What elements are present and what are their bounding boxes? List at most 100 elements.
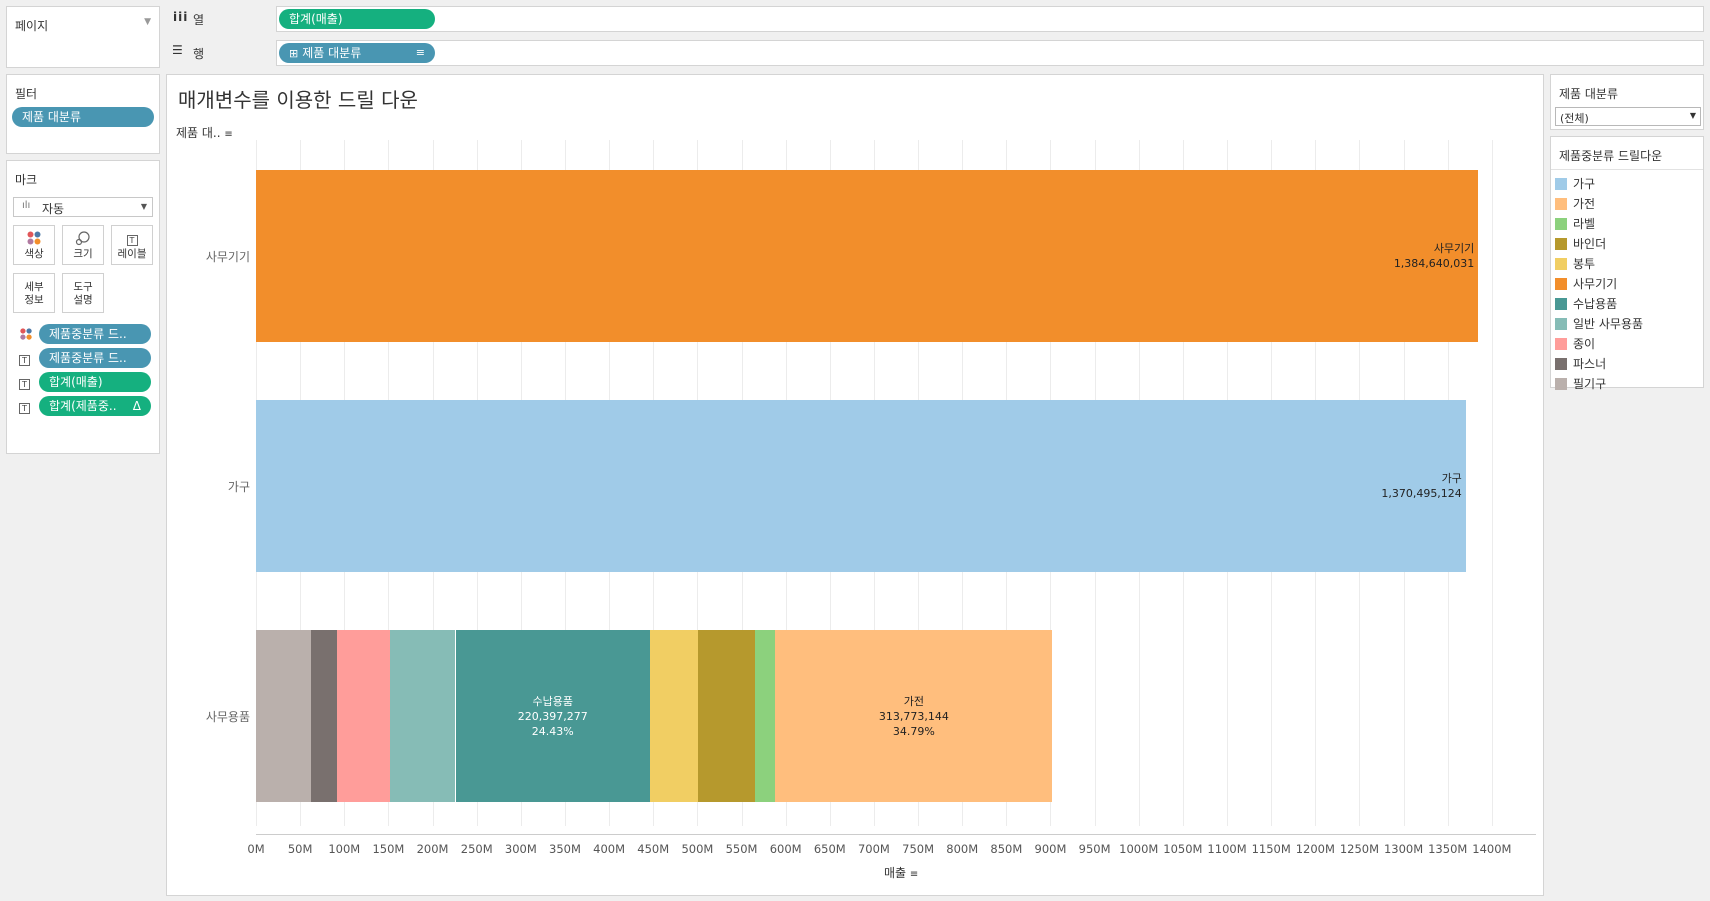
tooltip-button-label-1: 도구	[73, 281, 93, 293]
bar-segment[interactable]	[755, 630, 776, 802]
x-tick-label: 700M	[857, 842, 890, 856]
marks-field-label: 제품중분류 드..	[49, 351, 127, 365]
legend-item[interactable]: 가전	[1555, 195, 1695, 213]
bar-segment[interactable]	[775, 630, 1053, 802]
chevron-down-icon[interactable]: ▼	[140, 202, 147, 211]
marks-field-label-subcategory[interactable]: 제품중분류 드..	[39, 348, 151, 368]
bar-data-label-line: 313,773,144	[878, 709, 949, 723]
bar-segment[interactable]	[256, 400, 1466, 572]
x-tick-label: 500M	[681, 842, 714, 856]
x-tick-label: 600M	[769, 842, 802, 856]
sort-icon[interactable]: ≡	[909, 869, 919, 880]
category-label[interactable]: 사무기기	[205, 250, 250, 264]
size-button-label: 크기	[73, 248, 93, 260]
chevron-down-icon[interactable]: ▼	[1689, 111, 1696, 120]
legend-label: 라벨	[1573, 217, 1596, 231]
filter-pill-label: 제품 대분류	[22, 110, 82, 124]
x-tick-label: 400M	[593, 842, 626, 856]
chevron-down-icon[interactable]: ▼	[144, 17, 151, 27]
bar-segment[interactable]	[256, 170, 1479, 342]
x-tick-label: 100M	[328, 842, 361, 856]
legend-item[interactable]: 필기구	[1555, 375, 1695, 393]
marks-field-color[interactable]: 제품중분류 드..	[39, 324, 151, 344]
color-button[interactable]: 색상	[13, 225, 55, 265]
rows-pill-product-category[interactable]: ⊞ 제품 대분류 ≡	[279, 43, 435, 63]
marks-field-sales-sum[interactable]: 합계(매출)	[39, 372, 151, 392]
bar-segment[interactable]	[697, 630, 756, 802]
delta-icon: Δ	[132, 399, 141, 413]
x-tick-label: 550M	[725, 842, 758, 856]
detail-button[interactable]: 세부 정보	[13, 273, 55, 313]
bar-data-label-line: 1,370,495,124	[1381, 487, 1462, 500]
x-tick-label: 800M	[946, 842, 979, 856]
columns-pill-sales-sum[interactable]: 합계(매출)	[279, 9, 435, 29]
category-label[interactable]: 사무용품	[205, 710, 250, 724]
x-tick-label: 50M	[287, 842, 313, 856]
bar-segment[interactable]	[390, 630, 456, 802]
legend-item[interactable]: 수납용품	[1555, 295, 1695, 313]
rows-shelf[interactable]: ⊞ 제품 대분류 ≡	[276, 40, 1704, 66]
x-tick-label: 450M	[637, 842, 670, 856]
mark-type-dropdown[interactable]: ılı 자동 ▼	[13, 197, 153, 217]
legend-swatch	[1555, 318, 1567, 330]
legend-item[interactable]: 사무기기	[1555, 275, 1695, 293]
row-header-label: 제품 대..	[176, 126, 221, 140]
bar-segment[interactable]	[256, 630, 311, 802]
legend-item[interactable]: 종이	[1555, 335, 1695, 353]
legend-swatch	[1555, 258, 1567, 270]
size-button[interactable]: 크기	[62, 225, 104, 265]
sort-icon[interactable]: ≡	[224, 129, 233, 140]
legend-item[interactable]: 가구	[1555, 175, 1695, 193]
marks-field-label: 제품중분류 드..	[49, 327, 127, 341]
legend-item[interactable]: 일반 사무용품	[1555, 315, 1695, 333]
x-tick-label: 1000M	[1119, 842, 1159, 856]
x-tick-label: 0M	[247, 842, 265, 856]
pages-card-title: 페이지	[15, 19, 49, 33]
legend-label: 수납용품	[1573, 297, 1618, 311]
tooltip-button[interactable]: 도구 설명	[62, 273, 104, 313]
bar-data-label: 사무기기 1,384,640,031	[1358, 241, 1474, 271]
sort-icon[interactable]: ≡	[415, 46, 425, 59]
marks-card-title: 마크	[15, 173, 38, 187]
legend-label: 종이	[1573, 337, 1596, 351]
columns-shelf[interactable]: 합계(매출)	[276, 6, 1704, 32]
legend-title: 제품중분류 드릴다운	[1559, 149, 1663, 163]
x-axis-title[interactable]: 매출 ≡	[884, 864, 918, 881]
bar-data-label-line: 수납용품	[532, 694, 574, 708]
legend-item[interactable]: 바인더	[1555, 235, 1695, 253]
bar-data-label-line: 34.79%	[892, 724, 935, 738]
legend-swatch	[1555, 298, 1567, 310]
bar-data-label-line: 1,384,640,031	[1393, 257, 1475, 270]
marks-field-label: 합계(제품중..	[49, 399, 117, 413]
x-tick-label: 1350M	[1428, 842, 1468, 856]
parameter-card: 제품 대분류 (전체) ▼	[1550, 74, 1704, 130]
legend-item[interactable]: 라벨	[1555, 215, 1695, 233]
columns-shelf-icon: iii	[173, 10, 189, 24]
marks-field-label: 합계(매출)	[49, 375, 103, 389]
legend-label: 가전	[1573, 197, 1596, 211]
pages-card[interactable]: 페이지 ▼	[6, 6, 160, 68]
legend-swatch	[1555, 278, 1567, 290]
marks-field-subcategory-sum[interactable]: 합계(제품중.. Δ	[39, 396, 151, 416]
label-text-icon: T	[19, 376, 30, 390]
legend-item[interactable]: 봉투	[1555, 255, 1695, 273]
bar-segment[interactable]	[650, 630, 698, 802]
filter-pill-product-category[interactable]: 제품 대분류	[12, 107, 154, 127]
rows-pill-label: 제품 대분류	[302, 46, 362, 60]
row-header[interactable]: 제품 대.. ≡	[176, 124, 233, 141]
legend-label: 봉투	[1573, 257, 1596, 271]
x-tick-label: 1400M	[1472, 842, 1512, 856]
category-label[interactable]: 가구	[227, 480, 250, 494]
bar-segment[interactable]	[337, 630, 391, 802]
legend-swatch	[1555, 238, 1567, 250]
expand-plus-icon[interactable]: ⊞	[289, 47, 299, 60]
gridline	[1491, 140, 1493, 826]
bar-segment[interactable]	[455, 630, 651, 802]
parameter-dropdown[interactable]: (전체) ▼	[1555, 107, 1701, 126]
label-button[interactable]: T 레이블	[111, 225, 153, 265]
bar-segment[interactable]	[310, 630, 338, 802]
legend-item[interactable]: 파스너	[1555, 355, 1695, 373]
legend-label: 바인더	[1573, 237, 1607, 251]
x-tick-label: 150M	[372, 842, 405, 856]
label-text-icon: T	[19, 352, 30, 366]
